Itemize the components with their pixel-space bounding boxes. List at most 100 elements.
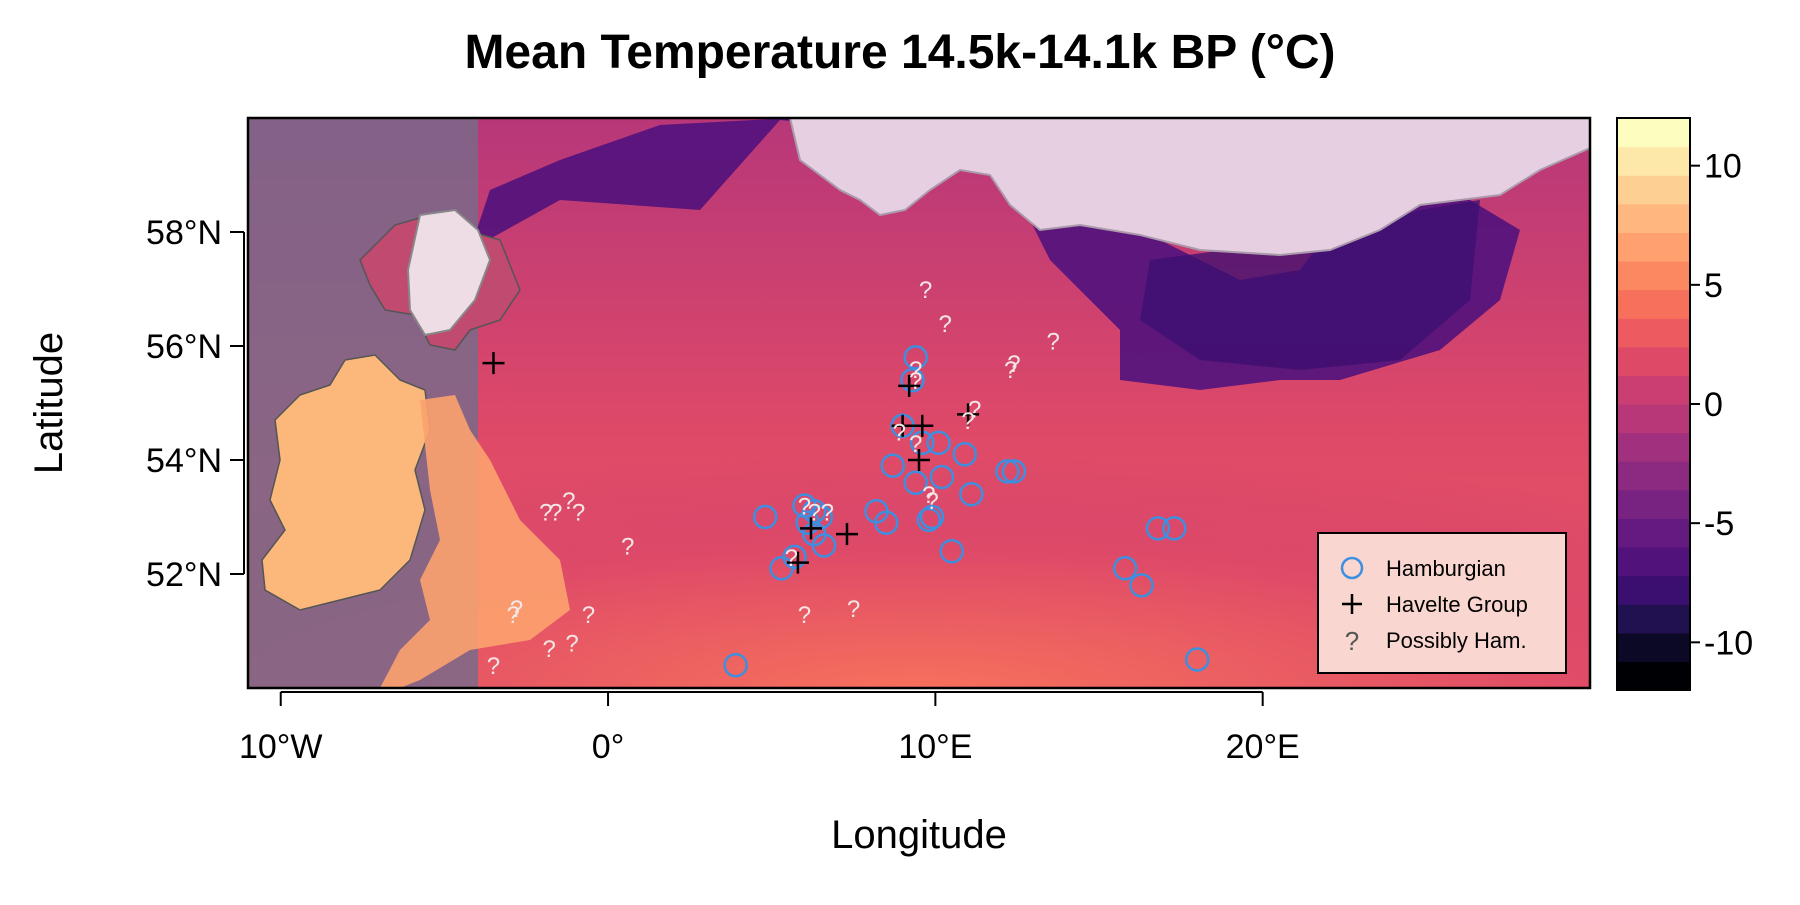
map-title: Mean Temperature 14.5k-14.1k BP (°C) (464, 26, 1335, 79)
y-tick-label: 54°N (146, 442, 222, 480)
colorbar-swatch (1617, 318, 1690, 348)
colorbar-swatch (1617, 175, 1690, 205)
possibly-ham-site-marker: ? (922, 482, 935, 509)
plot-frame (246, 116, 1592, 690)
colorbar-swatch (1617, 232, 1690, 262)
colorbar-swatch (1617, 118, 1690, 148)
havelte-site-marker (799, 517, 822, 540)
hamburgian-site-marker (952, 442, 978, 467)
ice-sheet (788, 118, 1590, 257)
possibly-ham-site-marker: ? (1007, 351, 1020, 378)
possibly-ham-site-marker: ? (1004, 357, 1017, 384)
hamburgian-site-marker (1129, 573, 1154, 598)
hamburgian-site-marker (1184, 647, 1210, 672)
possibly-ham-site-marker: ? (961, 408, 974, 435)
hamburgian-site-marker (903, 470, 928, 496)
possibly-ham-site-marker: ? (487, 653, 500, 680)
x-tick-label: 10°E (898, 728, 972, 766)
site-markers: ?????????????????????????????? (482, 277, 1210, 680)
possibly-ham-site-marker: ? (847, 596, 860, 623)
possibly-ham-site-marker: ? (968, 397, 981, 424)
hamburgian-site-marker (874, 510, 899, 535)
colorbar-swatch (1617, 375, 1690, 405)
hamburgian-site-marker (723, 652, 748, 678)
colorbar-tick-label: -10 (1704, 624, 1753, 662)
britain-landmass (380, 395, 570, 688)
colorbar-swatch (1617, 289, 1690, 319)
possibly-ham-site-marker: ? (582, 602, 595, 629)
scotland-ice-cap (406, 208, 492, 337)
possibly-ham-site-marker: ? (549, 499, 562, 526)
colorbar-swatch (1617, 404, 1690, 434)
x-tick-label: 0° (592, 728, 625, 766)
colorbar-swatch (1617, 489, 1690, 519)
deep-cold-east (1140, 200, 1480, 370)
possibly-ham-site-marker: ? (925, 488, 938, 515)
colorbar: 10 5 0 -5 -10 (1616, 117, 1753, 691)
possibly-ham-site-marker: ? (621, 534, 634, 561)
hamburgian-site-marker (752, 504, 778, 530)
havelte-site-marker (898, 374, 921, 397)
havelte-site-marker (482, 352, 505, 375)
hamburgian-site-marker (811, 533, 837, 558)
hamburgian-site-marker (1001, 459, 1027, 484)
legend-label-hamburgian: Hamburgian (1386, 556, 1506, 581)
hamburgian-site-marker (880, 453, 906, 478)
legend: Hamburgian Havelte Group ? Possibly Ham. (1317, 532, 1567, 674)
hamburgian-site-marker (959, 481, 984, 507)
x-axis: 10°W 0° 10°E 20°E (239, 691, 1300, 766)
possibly-ham-site-marker: ? (919, 277, 932, 304)
possibly-ham-site-marker: ? (798, 602, 811, 629)
hamburgian-site-marker (939, 538, 964, 564)
possibly-ham-site-marker: ? (798, 494, 811, 521)
colorbar-swatch (1617, 661, 1690, 691)
possibly-ham-site-marker: ? (821, 499, 834, 526)
possibly-ham-site-marker: ? (909, 368, 922, 395)
x-tick-label: 20°E (1226, 728, 1300, 766)
hamburgian-site-marker (782, 544, 807, 570)
colorbar-swatch (1617, 461, 1690, 491)
hamburgian-site-marker (926, 430, 951, 456)
y-axis-label: Latitude (27, 332, 71, 474)
colorbar-tick-label: -5 (1704, 505, 1734, 543)
colorbar-swatch (1617, 547, 1690, 577)
colorbar-swatch (1617, 203, 1690, 233)
colorbar-tick-label: 10 (1704, 148, 1742, 186)
possibly-ham-site-marker: ? (1047, 328, 1060, 355)
possibly-ham-site-marker: ? (893, 420, 906, 447)
x-tick-label: 10°W (239, 728, 323, 766)
legend-plus-icon (1342, 594, 1362, 614)
possibly-ham-site-marker: ? (909, 357, 922, 384)
havelte-site-marker (957, 403, 980, 426)
hamburgian-site-marker (919, 504, 945, 530)
havelte-site-marker (835, 523, 858, 546)
hamburgian-site-marker (1112, 556, 1138, 581)
legend-question-icon: ? (1345, 626, 1359, 656)
colorbar-swatch (1617, 432, 1690, 462)
possibly-ham-site-marker: ? (808, 499, 821, 526)
colorbar-swatch (1617, 146, 1690, 176)
x-axis-label: Longitude (831, 813, 1007, 857)
y-axis: 52°N 54°N 56°N 58°N (146, 214, 245, 594)
hamburgian-site-marker (1145, 516, 1171, 541)
hamburgian-site-marker (929, 464, 955, 490)
havelte-site-marker (911, 414, 934, 437)
y-tick-label: 58°N (146, 214, 222, 252)
legend-label-havelte: Havelte Group (1386, 592, 1528, 617)
havelte-site-marker (908, 449, 930, 471)
colorbar-swatch (1617, 632, 1690, 662)
ireland-landmass (261, 354, 431, 611)
hamburgian-site-marker (900, 367, 925, 393)
possibly-ham-site-marker: ? (572, 499, 585, 526)
possibly-ham-site-marker: ? (565, 630, 578, 657)
colorbar-swatch (1617, 261, 1690, 291)
havelte-site-marker (786, 551, 809, 574)
possibly-ham-site-marker: ? (562, 488, 575, 515)
possibly-ham-site-marker: ? (785, 545, 798, 572)
y-tick-label: 56°N (146, 328, 222, 366)
possibly-ham-site-marker: ? (939, 311, 952, 338)
colorbar-swatch (1617, 346, 1690, 376)
havelte-site-marker (891, 414, 914, 437)
legend-circle-icon (1340, 556, 1364, 580)
